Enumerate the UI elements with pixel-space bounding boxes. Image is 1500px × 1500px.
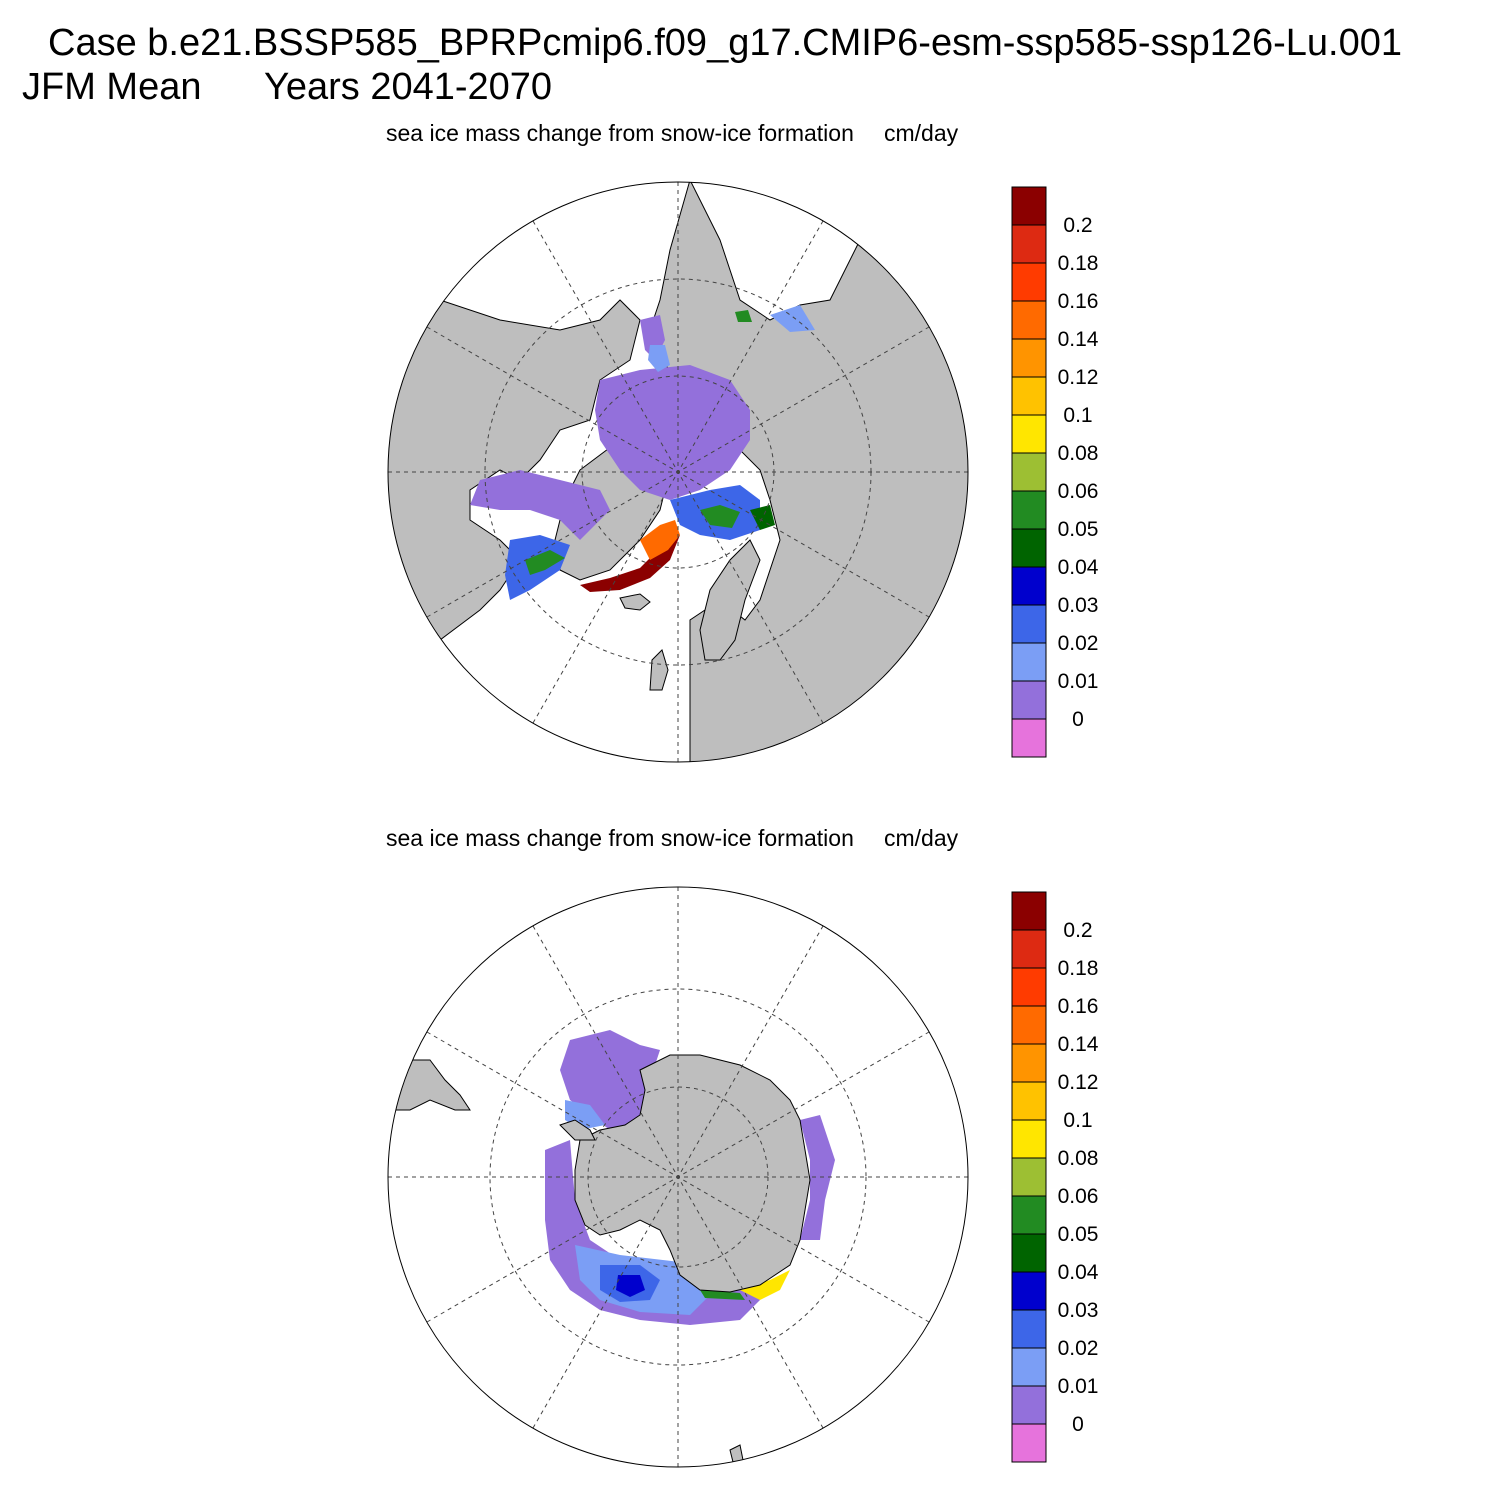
- south-panel-units: cm/day: [884, 825, 959, 851]
- north-ice-field: [470, 305, 815, 600]
- north-colorbar-swatch: [1011, 224, 1047, 264]
- south-colorbar-label: 0.16: [1058, 995, 1099, 1018]
- south-colorbar-label: 0.03: [1058, 1299, 1099, 1322]
- south-colorbar-swatch: [1011, 1271, 1047, 1311]
- south-polar-map: 0.2 0.18 0.16 0.14 0.12 0.1 0.08 0.06 0.05 0.04 0.…: [387, 886, 1099, 1468]
- bering-ice-blue: [648, 345, 670, 372]
- north-colorbar-swatch: [1011, 262, 1047, 302]
- greenland-east-ice-orange: [640, 520, 680, 560]
- south-colorbar-swatch: [1011, 1423, 1047, 1463]
- okhotsk-ice: [770, 305, 815, 332]
- north-colorbar-label: 0.02: [1058, 632, 1099, 655]
- case-title: Case b.e21.BSSP585_BPRPcmip6.f09_g17.CMI…: [48, 22, 1402, 64]
- south-colorbar-swatch: [1011, 1005, 1047, 1045]
- hudson-ice: [470, 470, 610, 540]
- south-colorbar-label: 0.14: [1058, 1033, 1099, 1056]
- north-colorbar-label: 0.05: [1058, 518, 1099, 541]
- south-colorbar-label: 0: [1072, 1413, 1084, 1436]
- south-colorbar-swatch: [1011, 967, 1047, 1007]
- ross-ice-core: [616, 1275, 645, 1297]
- south-colorbar-label: 0.01: [1058, 1375, 1099, 1398]
- south-panel-title: sea ice mass change from snow-ice format…: [386, 825, 854, 851]
- north-colorbar-label: 0.1: [1063, 404, 1092, 427]
- south-colorbar-swatch: [1011, 1233, 1047, 1273]
- north-colorbar-label: 0.08: [1058, 442, 1099, 465]
- scandinavia-land: [699, 539, 761, 661]
- south-graticule: [388, 887, 968, 1467]
- south-colorbar: 0.2 0.18 0.16 0.14 0.12 0.1 0.08 0.06 0.05 0.04 0.…: [1011, 891, 1099, 1463]
- north-colorbar-swatch: [1011, 604, 1047, 644]
- north-colorbar-swatch: [1011, 338, 1047, 378]
- years-label: Years 2041-2070: [264, 66, 553, 108]
- north-colorbar-swatch: [1011, 376, 1047, 416]
- south-colorbar-label: 0.12: [1058, 1071, 1099, 1094]
- north-colorbar-swatch: [1011, 680, 1047, 720]
- south-colorbar-label: 0.02: [1058, 1337, 1099, 1360]
- south-america-land: [389, 1059, 471, 1111]
- season-label: JFM Mean: [22, 66, 202, 108]
- north-colorbar-swatch: [1011, 642, 1047, 682]
- east-antarctic-ice: [800, 1115, 835, 1240]
- north-map-border: [387, 181, 969, 763]
- south-colorbar-swatch: [1011, 1385, 1047, 1425]
- uk-land: [649, 649, 669, 691]
- north-polar-map: 0.2 0.18 0.16 0.14 0.12 0.1 0.08 0.06 0.05 0.04 0.…: [387, 181, 1099, 763]
- north-colorbar-label: 0.12: [1058, 366, 1099, 389]
- north-panel-units: cm/day: [884, 120, 959, 146]
- south-colorbar-swatch: [1011, 1119, 1047, 1159]
- north-panel-title: sea ice mass change from snow-ice format…: [386, 120, 854, 146]
- south-colorbar-swatch: [1011, 1309, 1047, 1349]
- south-colorbar-swatch: [1011, 1081, 1047, 1121]
- north-colorbar-swatch: [1011, 566, 1047, 606]
- south-colorbar-label: 0.05: [1058, 1223, 1099, 1246]
- antarctic-peninsula-land: [559, 1119, 596, 1141]
- wilkes-coast-green: [700, 1290, 745, 1300]
- barents-ice-green: [700, 505, 740, 528]
- south-map-border: [387, 886, 969, 1468]
- north-colorbar-swatch: [1011, 490, 1047, 530]
- north-graticule: [388, 182, 968, 762]
- south-colorbar-swatch: [1011, 891, 1047, 931]
- south-colorbar-label: 0.18: [1058, 957, 1099, 980]
- south-colorbar-label: 0.1: [1063, 1109, 1092, 1132]
- north-colorbar-swatch: [1011, 452, 1047, 492]
- north-colorbar-label: 0.06: [1058, 480, 1099, 503]
- north-colorbar-label: 0.01: [1058, 670, 1099, 693]
- north-colorbar-label: 0.04: [1058, 556, 1099, 579]
- north-colorbar-label: 0.14: [1058, 328, 1099, 351]
- north-colorbar-swatch: [1011, 528, 1047, 568]
- north-colorbar-label: 0: [1072, 708, 1084, 731]
- labrador-ice-green: [525, 550, 565, 575]
- north-colorbar-label: 0.16: [1058, 290, 1099, 313]
- iceland-land: [619, 593, 651, 611]
- north-colorbar-label: 0.18: [1058, 252, 1099, 275]
- north-colorbar: 0.2 0.18 0.16 0.14 0.12 0.1 0.08 0.06 0.05 0.04 0.…: [1011, 186, 1099, 758]
- south-colorbar-swatch: [1011, 1347, 1047, 1387]
- south-colorbar-label: 0.08: [1058, 1147, 1099, 1170]
- north-colorbar-swatch: [1011, 414, 1047, 454]
- north-colorbar-swatch: [1011, 186, 1047, 226]
- south-colorbar-label: 0.2: [1063, 919, 1092, 942]
- south-colorbar-label: 0.04: [1058, 1261, 1099, 1284]
- sakhalin-ice-green: [735, 310, 752, 322]
- south-colorbar-swatch: [1011, 1195, 1047, 1235]
- wilkes-coast-ice: [740, 1270, 790, 1300]
- south-colorbar-swatch: [1011, 929, 1047, 969]
- south-colorbar-label: 0.06: [1058, 1185, 1099, 1208]
- south-colorbar-swatch: [1011, 1157, 1047, 1197]
- kara-ice-green: [750, 505, 775, 530]
- north-colorbar-swatch: [1011, 300, 1047, 340]
- south-colorbar-swatch: [1011, 1043, 1047, 1083]
- north-colorbar-label: 0.2: [1063, 214, 1092, 237]
- north-colorbar-label: 0.03: [1058, 594, 1099, 617]
- arctic-basin-ice: [595, 365, 750, 500]
- north-colorbar-swatch: [1011, 718, 1047, 758]
